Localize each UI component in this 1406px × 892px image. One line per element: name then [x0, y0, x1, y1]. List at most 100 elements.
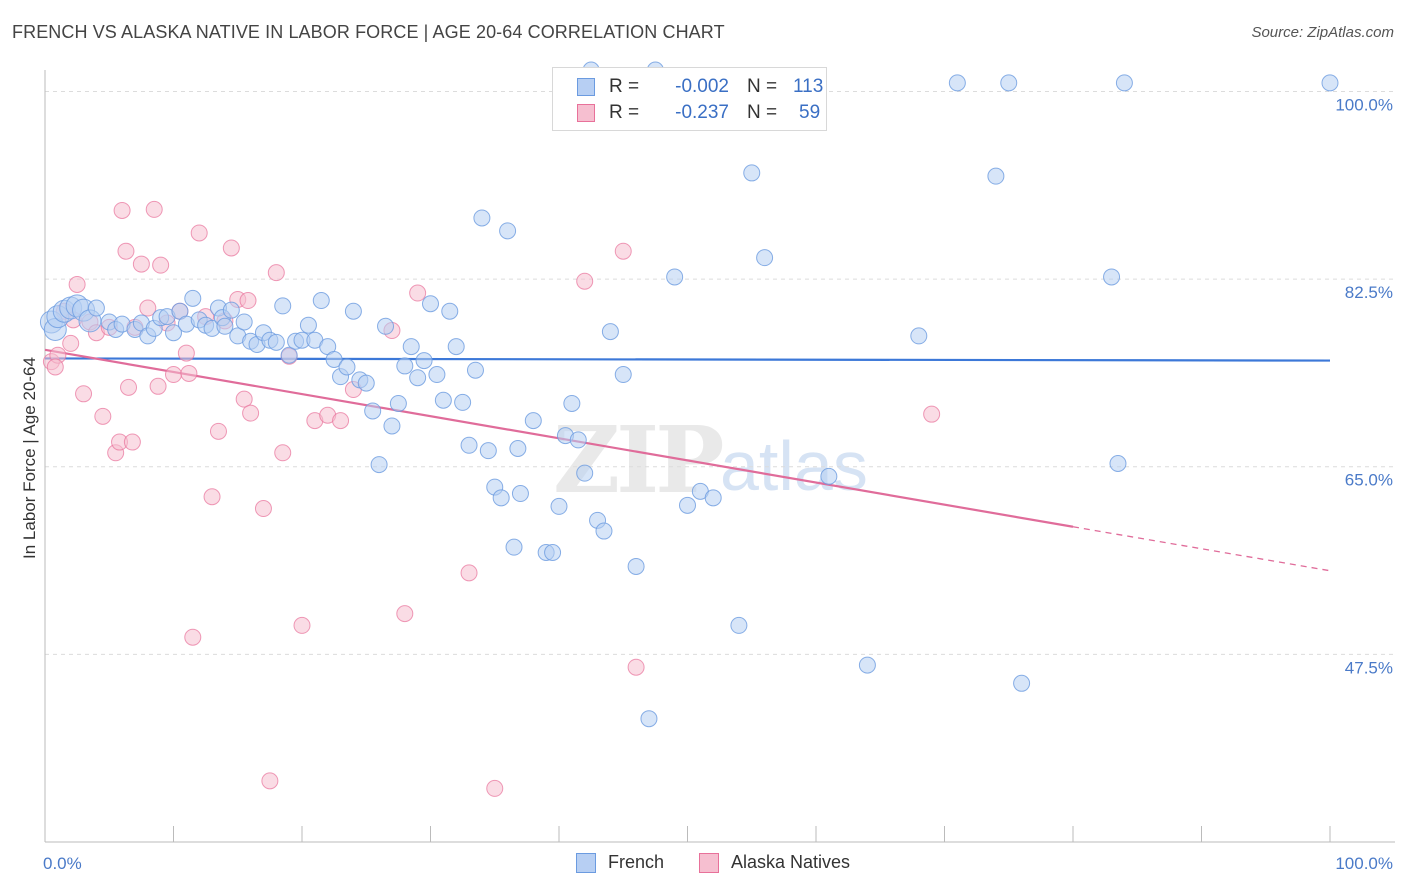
french-point-47 [344, 302, 362, 320]
bottom-legend-french: French [576, 852, 664, 873]
alaska-point-18 [139, 299, 157, 317]
french-point-64 [454, 393, 472, 411]
legend-alaska-r-value: -0.237 [675, 102, 729, 123]
y-tick-label-2: 65.0% [1345, 471, 1393, 490]
french-point-58 [415, 352, 433, 370]
alaska-point-55 [627, 658, 645, 676]
french-point-36 [274, 297, 292, 315]
bottom-legend-alaska: Alaska Natives [699, 852, 850, 873]
source-credit: Source: ZipAtlas.com [1251, 24, 1394, 41]
french-point-86 [614, 366, 632, 384]
alaska-point-15 [123, 433, 141, 451]
alaska-point-3 [62, 334, 80, 352]
alaska-point-14 [120, 378, 138, 396]
y-axis-label: In Labor Force | Age 20-64 [20, 357, 39, 559]
french-point-104 [1115, 74, 1133, 92]
french-point-94 [743, 164, 761, 182]
chart-title: FRENCH VS ALASKA NATIVE IN LABOR FORCE |… [12, 22, 725, 42]
alaska-point-27 [184, 628, 202, 646]
french-point-51 [370, 456, 388, 474]
french-point-87 [627, 557, 645, 575]
french-point-78 [550, 497, 568, 515]
french-point-74 [511, 485, 529, 503]
french-point-62 [441, 302, 459, 320]
legend-alaska-n-value: 59 [799, 102, 821, 123]
french-point-98 [858, 656, 876, 674]
french-point-44 [325, 351, 343, 368]
french-point-99 [910, 327, 928, 345]
french-point-54 [389, 394, 407, 412]
legend-french-n-value: 113 [793, 76, 824, 97]
french-point-8 [87, 299, 105, 317]
legend-swatch-alaska [577, 104, 595, 122]
alaska-point-57 [46, 358, 64, 376]
alaska-point-19 [145, 200, 163, 218]
alaska-point-12 [113, 201, 131, 219]
french-point-70 [492, 489, 510, 507]
legend-row-french: R = -0.002 N = 113 [577, 75, 823, 99]
french-point-35 [267, 333, 285, 351]
french-point-37 [280, 346, 298, 364]
french-point-56 [402, 338, 420, 356]
alaska-point-41 [274, 444, 292, 462]
french-trend-line [44, 357, 1331, 362]
alaska-point-17 [132, 255, 150, 273]
french-point-82 [576, 464, 594, 482]
alaska-point-53 [576, 272, 594, 290]
bottom-legend-swatch-french [576, 852, 596, 873]
alaska-point-26 [180, 364, 198, 382]
alaska-point-33 [222, 239, 240, 257]
french-point-106 [1109, 455, 1127, 473]
french-point-30 [235, 313, 253, 331]
french-point-63 [447, 338, 465, 356]
french-point-107 [1321, 74, 1339, 92]
french-point-57 [409, 369, 427, 387]
alaska-point-4 [68, 275, 86, 293]
french-point-72 [505, 538, 523, 556]
french-point-61 [434, 391, 452, 409]
french-point-66 [466, 361, 484, 379]
legend-row-alaska: R = -0.237 N = 59 [577, 101, 820, 125]
alaska-point-21 [152, 256, 170, 274]
bottom-legend-swatch-alaska [699, 852, 719, 873]
french-point-101 [987, 167, 1005, 185]
french-point-100 [948, 74, 966, 92]
bottom-legend: French Alaska Natives [0, 852, 1406, 876]
y-tick-label-1: 82.5% [1345, 283, 1393, 302]
french-point-81 [569, 431, 587, 449]
legend: R = -0.002 N = 113 R = -0.237 N = 59 [552, 67, 827, 131]
legend-french-r-label: R = [609, 76, 640, 97]
french-point-53 [383, 417, 401, 435]
french-point-18 [165, 324, 182, 342]
alaska-point-52 [486, 779, 504, 797]
french-point-59 [422, 295, 439, 313]
alaska-point-13 [117, 242, 135, 260]
french-point-68 [479, 442, 497, 460]
french-point-75 [524, 412, 542, 430]
bottom-legend-alaska-label: Alaska Natives [731, 852, 851, 872]
french-point-65 [460, 436, 478, 454]
legend-alaska-r-label: R = [609, 102, 640, 123]
legend-french-n-label: N = [747, 76, 778, 97]
alaska-trend-line-extension [1072, 526, 1331, 572]
french-point-103 [1013, 674, 1031, 692]
french-point-21 [184, 289, 202, 307]
alaska-point-49 [396, 605, 414, 623]
alaska-point-28 [190, 224, 208, 242]
alaska-point-38 [254, 500, 272, 518]
alaska-point-35 [235, 390, 253, 408]
french-point-55 [396, 357, 414, 375]
french-point-92 [704, 489, 722, 507]
french-point-105 [1103, 268, 1121, 286]
french-point-28 [222, 301, 240, 319]
alaska-point-5 [75, 385, 93, 403]
french-point-27 [216, 317, 234, 335]
x-tick-label-1: 100.0% [1335, 854, 1393, 873]
french-point-95 [756, 249, 774, 267]
french-point-80 [563, 394, 581, 412]
french-point-40 [299, 316, 317, 334]
alaska-point-31 [209, 422, 227, 440]
french-point-42 [312, 292, 330, 310]
x-tick-label-0: 0.0% [43, 854, 82, 873]
